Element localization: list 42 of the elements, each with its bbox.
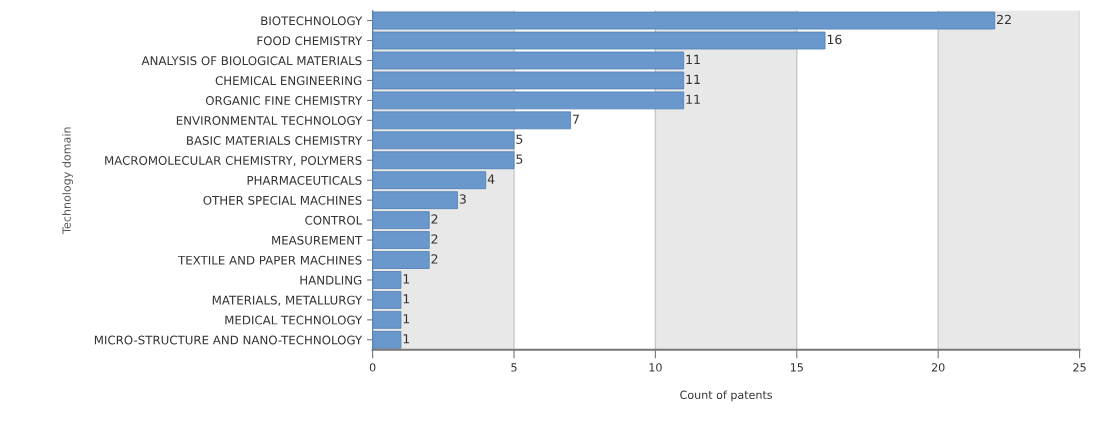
x-axis-title: Count of patents <box>680 390 773 402</box>
data-label: 22 <box>997 14 1011 25</box>
data-label: 4 <box>487 174 495 184</box>
data-label: 11 <box>686 74 700 84</box>
y-tick-label: OTHER SPECIAL MACHINES <box>203 195 362 205</box>
data-label: 11 <box>686 94 700 104</box>
y-tick-label: FOOD CHEMISTRY <box>257 36 363 46</box>
x-tick-label: 10 <box>649 363 662 372</box>
data-label: 1 <box>403 314 410 324</box>
data-label: 2 <box>431 214 438 224</box>
y-tick-label: MICRO-STRUCTURE AND NANO-TECHNOLOGY <box>94 335 363 345</box>
data-label: 2 <box>431 234 438 244</box>
x-tick-label: 20 <box>931 363 945 372</box>
y-tick-label: CONTROL <box>305 215 363 225</box>
data-label: 5 <box>516 154 523 164</box>
x-tick-label: 0 <box>369 363 376 372</box>
y-tick-label: MEDICAL TECHNOLOGY <box>225 315 363 325</box>
x-tick-label: 25 <box>1073 363 1086 372</box>
y-tick-label: MATERIALS, METALLURGY <box>212 295 363 306</box>
y-tick-label: ORGANIC FINE CHEMISTRY <box>205 96 363 106</box>
y-tick-label: TEXTILE AND PAPER MACHINES <box>177 255 362 265</box>
y-tick-label: HANDLING <box>300 275 362 285</box>
y-tick-label: PHARMACEUTICALS <box>247 175 362 185</box>
data-label: 7 <box>572 114 579 124</box>
y-tick-label: CHEMICAL ENGINEERING <box>215 76 362 86</box>
x-tick-label: 5 <box>511 363 517 372</box>
x-tick-label: 15 <box>790 363 803 372</box>
y-tick-label: MACROMOLECULAR CHEMISTRY, POLYMERS <box>105 155 362 167</box>
y-tick-label: ENVIRONMENTAL TECHNOLOGY <box>176 116 363 125</box>
data-label: 11 <box>686 54 700 64</box>
y-tick-label: ANALYSIS OF BIOLOGICAL MATERIALS <box>141 56 362 66</box>
data-label: 3 <box>459 194 466 204</box>
y-tick-label: BASIC MATERIALS CHEMISTRY <box>187 136 363 145</box>
y-tick-label: BIOTECHNOLOGY <box>261 16 363 26</box>
y-axis-title: Technology domain <box>62 127 73 234</box>
data-label: 16 <box>827 34 842 45</box>
data-label: 5 <box>516 134 523 144</box>
data-label: 1 <box>403 274 410 284</box>
y-tick-label: MEASUREMENT <box>272 235 363 245</box>
data-label: 1 <box>403 294 410 304</box>
data-label: 1 <box>403 334 410 344</box>
data-label: 2 <box>431 254 438 264</box>
